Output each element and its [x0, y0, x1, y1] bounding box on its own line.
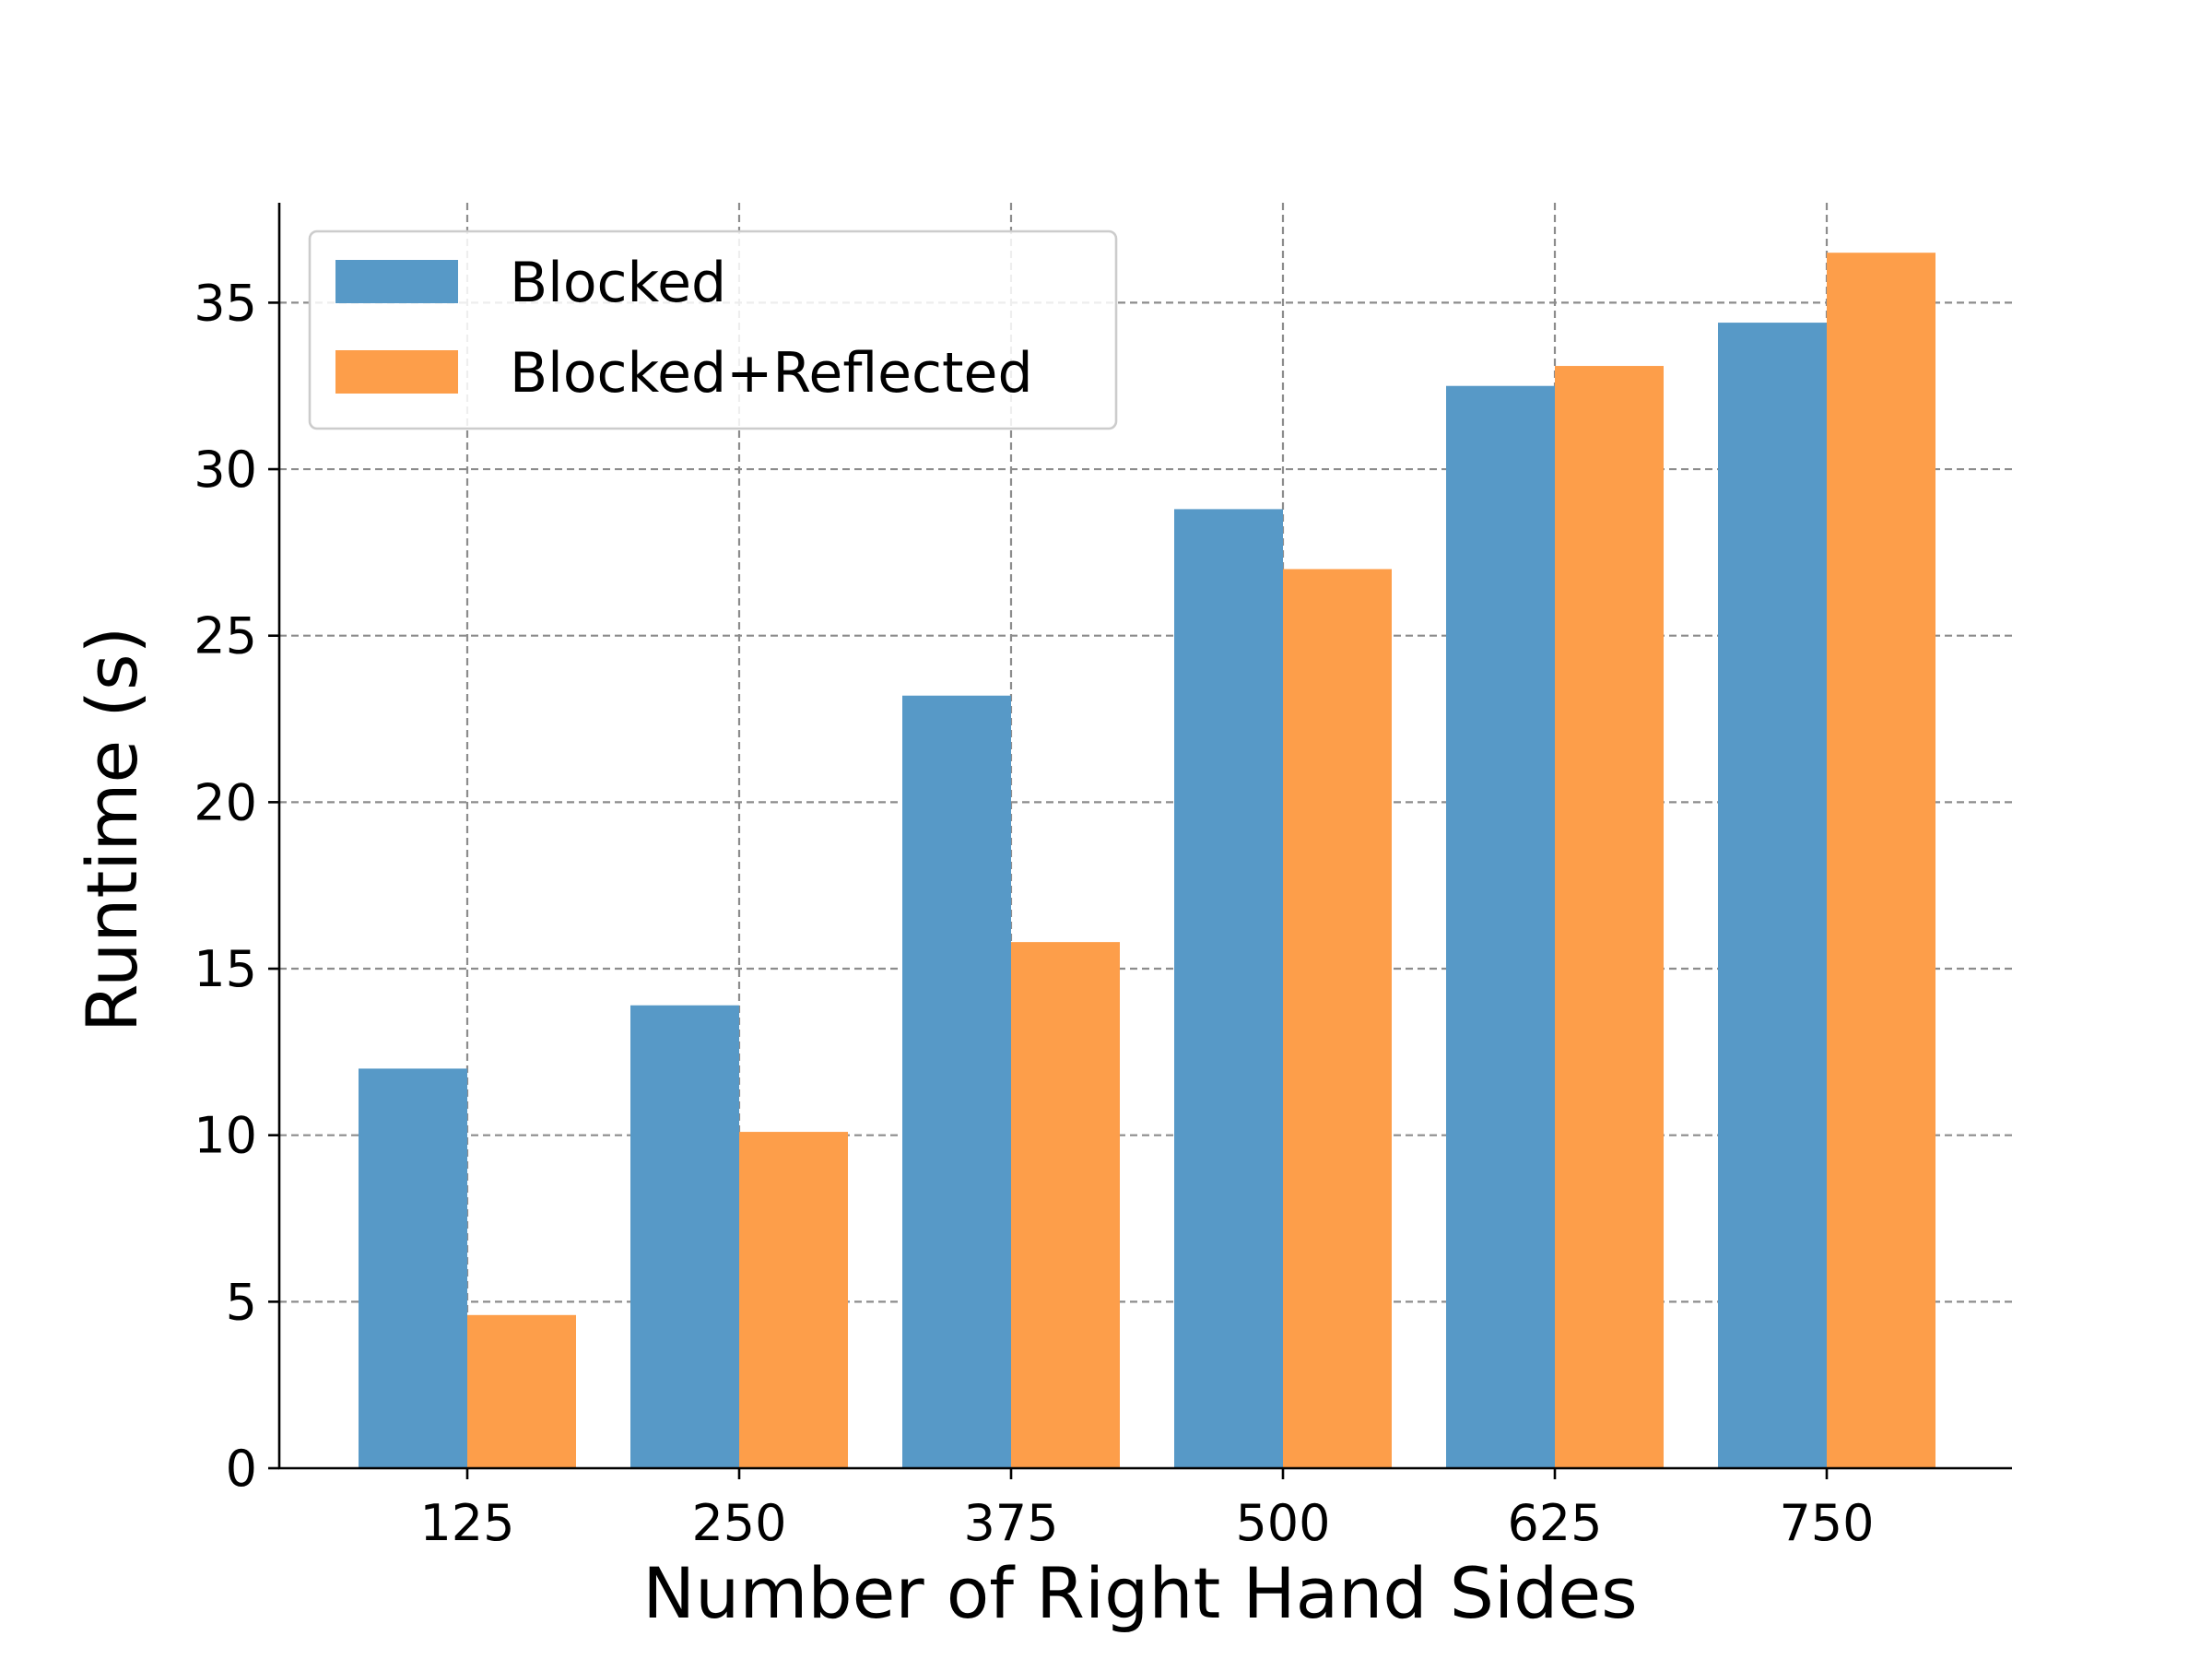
y-tick-label: 30: [194, 441, 257, 499]
legend: Blocked Blocked+Reflected: [308, 229, 1118, 430]
legend-swatch-blocked: [335, 260, 458, 303]
bar-blocked-reflected-750: [1827, 253, 1936, 1468]
x-axis-title: Number of Right Hand Sides: [642, 1552, 1637, 1634]
bar-blocked-750: [1718, 323, 1827, 1468]
bar-blocked-625: [1446, 385, 1555, 1469]
x-tick-label: 625: [1507, 1494, 1602, 1552]
x-tick-label: 375: [963, 1494, 1058, 1552]
y-tick-label: 10: [194, 1107, 257, 1165]
bar-blocked-reflected-500: [1283, 569, 1392, 1468]
legend-swatch-blocked-reflected: [335, 350, 458, 394]
x-tick-label: 500: [1235, 1494, 1330, 1552]
bar-blocked-reflected-125: [467, 1314, 576, 1468]
bar-blocked-375: [902, 695, 1011, 1468]
bar-blocked-reflected-250: [739, 1132, 848, 1468]
x-tick-label: 125: [419, 1494, 514, 1552]
y-tick-label: 5: [226, 1273, 257, 1331]
legend-frame: [308, 229, 1118, 430]
bars: [359, 253, 1936, 1469]
y-tick-label: 0: [226, 1440, 257, 1498]
bar-blocked-125: [359, 1068, 467, 1468]
y-tick-label: 25: [194, 607, 257, 665]
legend-label-blocked-reflected: Blocked+Reflected: [510, 341, 1033, 406]
y-ticks: 0 5 10 15 20 25 30 35: [194, 274, 279, 1498]
x-ticks: 125 250 375 500 625 750: [419, 1468, 1875, 1552]
x-tick-label: 250: [691, 1494, 786, 1552]
y-tick-label: 15: [194, 940, 257, 998]
legend-label-blocked: Blocked: [510, 251, 726, 315]
bar-blocked-reflected-625: [1555, 366, 1664, 1469]
y-tick-label: 20: [194, 773, 257, 831]
y-axis-title: Runtime (s): [71, 627, 153, 1033]
bar-blocked-reflected-375: [1011, 942, 1120, 1468]
axes: [277, 203, 2012, 1470]
bar-blocked-250: [630, 1005, 739, 1468]
x-tick-label: 750: [1779, 1494, 1874, 1552]
bar-blocked-500: [1174, 509, 1283, 1468]
y-tick-label: 35: [194, 274, 257, 332]
